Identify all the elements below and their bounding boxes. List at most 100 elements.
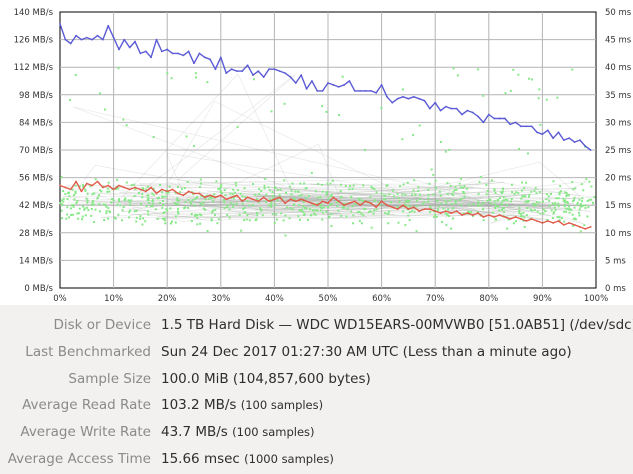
write-rate-point bbox=[91, 185, 93, 187]
access-time-point bbox=[152, 202, 154, 204]
access-time-point bbox=[561, 217, 563, 219]
access-time-point bbox=[269, 198, 271, 200]
access-time-point bbox=[518, 148, 520, 150]
access-time-point bbox=[373, 200, 375, 202]
access-time-point bbox=[510, 200, 512, 202]
write-rate-point bbox=[102, 187, 104, 189]
access-time-point bbox=[106, 191, 108, 193]
write-rate-point bbox=[290, 198, 292, 200]
access-time-point bbox=[192, 199, 194, 201]
access-time-point bbox=[196, 223, 198, 225]
row-sample-size: Sample Size 100.0 MiB (104,857,600 bytes… bbox=[0, 367, 633, 394]
y-right-tick-label: 10 ms bbox=[605, 229, 632, 239]
access-time-point bbox=[317, 197, 319, 199]
access-time-point bbox=[87, 193, 89, 195]
access-time-point bbox=[569, 212, 571, 214]
y-right-tick-label: 30 ms bbox=[605, 118, 632, 128]
access-time-point bbox=[419, 194, 421, 196]
access-time-point bbox=[450, 185, 452, 187]
read-rate-point bbox=[113, 37, 115, 39]
access-time-point bbox=[153, 194, 155, 196]
access-time-point bbox=[416, 205, 418, 207]
read-rate-point bbox=[504, 118, 506, 120]
write-rate-point bbox=[134, 187, 136, 189]
write-rate-point bbox=[177, 192, 179, 194]
access-time-point bbox=[113, 199, 115, 201]
access-time-point bbox=[244, 187, 246, 189]
access-time-point bbox=[423, 201, 425, 203]
access-time-point bbox=[152, 205, 154, 207]
access-time-point bbox=[258, 188, 260, 190]
write-rate-point bbox=[145, 191, 147, 193]
access-time-point bbox=[542, 201, 544, 203]
access-time-point bbox=[320, 209, 322, 211]
y-left-tick-label: 42 MB/s bbox=[19, 201, 54, 211]
access-time-point bbox=[325, 111, 327, 113]
access-time-point bbox=[63, 198, 65, 200]
access-time-point bbox=[298, 204, 300, 206]
access-time-point bbox=[486, 200, 488, 202]
access-time-point bbox=[402, 88, 404, 90]
read-rate-point bbox=[215, 68, 217, 70]
read-rate-point bbox=[536, 131, 538, 133]
access-time-point bbox=[174, 202, 176, 204]
access-time-point bbox=[157, 197, 159, 199]
access-time-point bbox=[555, 209, 557, 211]
access-time-point bbox=[584, 204, 586, 206]
access-time-point bbox=[155, 208, 157, 210]
access-time-point bbox=[574, 218, 576, 220]
benchmark-chart-svg: 0%10%20%30%40%50%60%70%80%90%100%0 MB/s1… bbox=[0, 0, 633, 305]
write-rate-point bbox=[504, 216, 506, 218]
access-time-point bbox=[139, 218, 141, 220]
access-time-point bbox=[141, 193, 143, 195]
access-time-point bbox=[563, 211, 565, 213]
access-time-point bbox=[557, 216, 559, 218]
read-rate-point bbox=[520, 125, 522, 127]
benchmark-info: Disk or Device 1.5 TB Hard Disk — WDC WD… bbox=[0, 313, 633, 474]
access-time-point bbox=[451, 193, 453, 195]
access-time-point bbox=[432, 174, 434, 176]
access-time-point bbox=[459, 199, 461, 201]
access-time-point bbox=[433, 216, 435, 218]
access-time-point bbox=[497, 199, 499, 201]
write-rate-point bbox=[499, 214, 501, 216]
access-time-point bbox=[554, 207, 556, 209]
access-time-point bbox=[272, 195, 274, 197]
access-time-point bbox=[384, 198, 386, 200]
access-time-point bbox=[530, 191, 532, 193]
write-rate-point bbox=[129, 189, 131, 191]
access-time-point bbox=[581, 206, 583, 208]
access-time-point bbox=[122, 209, 124, 211]
access-time-point bbox=[277, 189, 279, 191]
access-time-point bbox=[249, 219, 251, 221]
access-time-point bbox=[220, 186, 222, 188]
access-time-point bbox=[69, 99, 71, 101]
read-rate-point bbox=[397, 98, 399, 100]
access-time-point bbox=[118, 198, 120, 200]
y-left-tick-label: 70 MB/s bbox=[19, 146, 54, 156]
read-rate-point bbox=[365, 90, 367, 92]
read-rate-point bbox=[584, 145, 586, 147]
access-time-point bbox=[208, 198, 210, 200]
access-time-point bbox=[552, 203, 554, 205]
access-time-point bbox=[75, 202, 77, 204]
write-rate-point bbox=[445, 210, 447, 212]
access-time-point bbox=[503, 211, 505, 213]
access-time-point bbox=[372, 187, 374, 189]
write-rate-point bbox=[86, 183, 88, 185]
access-time-point bbox=[124, 197, 126, 199]
access-time-point bbox=[528, 78, 530, 80]
y-right-tick-label: 5 ms bbox=[605, 256, 626, 266]
access-time-point bbox=[336, 201, 338, 203]
access-time-point bbox=[119, 204, 121, 206]
access-time-point bbox=[376, 191, 378, 193]
access-time-point bbox=[528, 196, 530, 198]
access-time-point bbox=[497, 206, 499, 208]
access-time-point bbox=[106, 210, 108, 212]
access-time-point bbox=[525, 195, 527, 197]
access-time-point bbox=[121, 219, 123, 221]
y-right-tick-label: 50 ms bbox=[605, 8, 632, 18]
access-time-point bbox=[523, 216, 525, 218]
access-time-point bbox=[301, 194, 303, 196]
read-rate-point bbox=[247, 64, 249, 66]
